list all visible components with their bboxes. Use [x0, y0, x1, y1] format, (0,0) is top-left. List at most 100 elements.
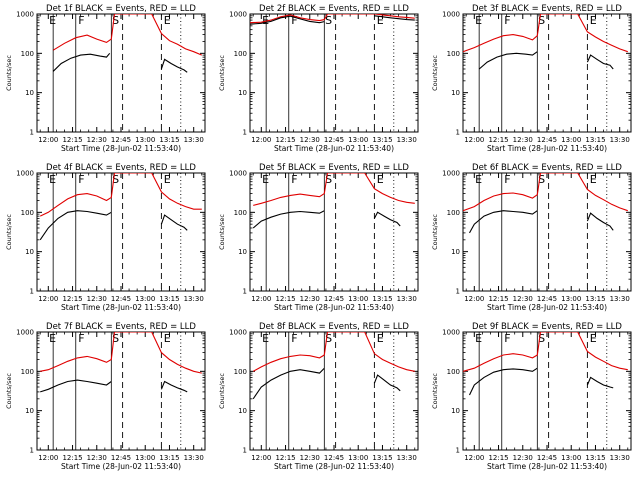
marker-label: F [504, 173, 510, 186]
x-tick-label: 12:00 [38, 454, 58, 462]
x-axis-label: Start Time (28-Jun-02 11:53:40) [274, 303, 394, 312]
x-axis-label: Start Time (28-Jun-02 11:53:40) [61, 462, 181, 471]
series-lld-line-1 [250, 14, 415, 24]
marker-label: E [49, 173, 56, 186]
marker-label: E [262, 332, 269, 345]
marker-label: E [164, 14, 171, 27]
series-events-line-2 [160, 58, 188, 73]
x-tick-label: 13:30 [184, 136, 204, 144]
y-axis-label: Counts/sec [5, 55, 13, 91]
y-axis-label: Counts/sec [5, 214, 13, 250]
x-tick-label: 12:00 [251, 295, 271, 303]
chart-title: Det 5f BLACK = Events, RED = LLD [259, 163, 409, 173]
chart-panel-7: Det 7f BLACK = Events, RED = LLD Counts/s… [5, 322, 206, 471]
x-tick-label: 12:30 [87, 136, 107, 144]
x-tick-label: 13:15 [372, 295, 392, 303]
chart-title: Det 3f BLACK = Events, RED = LLD [472, 4, 622, 14]
x-tick-label: 12:00 [464, 295, 484, 303]
series-events-line-2 [160, 380, 188, 393]
x-tick-label: 13:30 [184, 295, 204, 303]
x-tick-label: 13:00 [561, 454, 581, 462]
y-axis-label: Counts/sec [218, 373, 226, 409]
x-tick-label: 12:00 [251, 136, 271, 144]
y-tick-label: 1 [30, 288, 34, 296]
marker-label: S [325, 332, 332, 345]
plot-frame [249, 172, 419, 292]
marker-label: F [504, 14, 510, 27]
x-tick-label: 13:30 [397, 454, 417, 462]
marker-label: S [538, 173, 545, 186]
plot-frame [36, 172, 206, 292]
x-axis-label: Start Time (28-Jun-02 11:53:40) [61, 144, 181, 153]
series-events-line-1 [469, 367, 538, 396]
x-tick-label: 13:15 [585, 136, 605, 144]
x-axis-label: Start Time (28-Jun-02 11:53:40) [487, 462, 607, 471]
marker-label: F [78, 332, 84, 345]
x-tick-label: 12:45 [111, 454, 131, 462]
y-tick-label: 1000 [16, 170, 34, 178]
plot-frame [36, 13, 206, 133]
series-events-line-1 [469, 210, 538, 234]
series-events-line-2 [373, 374, 401, 392]
x-tick-label: 13:15 [372, 454, 392, 462]
x-tick-label: 12:45 [537, 454, 557, 462]
series-lld-line-1 [463, 332, 628, 372]
x-tick-label: 12:30 [87, 295, 107, 303]
x-axis-label: Start Time (28-Jun-02 11:53:40) [61, 303, 181, 312]
x-tick-label: 13:30 [397, 136, 417, 144]
y-axis-label: Counts/sec [431, 55, 439, 91]
x-tick-label: 13:30 [184, 454, 204, 462]
y-tick-label: 100 [21, 50, 34, 58]
marker-label: S [112, 14, 119, 27]
series-events-line-1 [252, 367, 325, 400]
y-tick-label: 1 [243, 288, 247, 296]
x-tick-label: 12:45 [324, 454, 344, 462]
x-tick-label: 12:30 [300, 136, 320, 144]
y-tick-label: 100 [447, 50, 460, 58]
y-tick-label: 10 [451, 407, 460, 415]
x-tick-label: 12:00 [464, 454, 484, 462]
y-tick-label: 100 [447, 368, 460, 376]
y-axis-label: Counts/sec [431, 214, 439, 250]
y-tick-label: 100 [234, 50, 247, 58]
x-tick-label: 13:30 [610, 136, 630, 144]
chart-panel-5: Det 5f BLACK = Events, RED = LLD Counts/s… [218, 163, 419, 312]
plot-frame [249, 331, 419, 451]
y-tick-label: 1 [456, 288, 460, 296]
x-tick-label: 12:15 [275, 454, 295, 462]
x-tick-label: 12:15 [62, 136, 82, 144]
series-lld-line-1 [40, 332, 202, 374]
y-tick-label: 100 [21, 368, 34, 376]
x-tick-label: 12:00 [251, 454, 271, 462]
x-tick-label: 12:00 [38, 136, 58, 144]
x-tick-label: 12:45 [111, 136, 131, 144]
plot-frame [462, 331, 632, 451]
chart-panel-6: Det 6f BLACK = Events, RED = LLD Counts/s… [431, 163, 632, 312]
marker-label: E [262, 14, 269, 27]
x-axis-label: Start Time (28-Jun-02 11:53:40) [487, 303, 607, 312]
marker-label: F [291, 14, 297, 27]
x-tick-label: 13:15 [159, 454, 179, 462]
chart-title: Det 7f BLACK = Events, RED = LLD [46, 322, 196, 332]
x-tick-label: 12:15 [488, 295, 508, 303]
y-tick-label: 1 [30, 447, 34, 455]
x-tick-label: 13:30 [610, 295, 630, 303]
y-tick-label: 1000 [229, 329, 247, 337]
marker-label: E [164, 332, 171, 345]
x-tick-label: 13:00 [135, 136, 155, 144]
marker-label: E [475, 332, 482, 345]
x-tick-label: 13:00 [348, 295, 368, 303]
series-events-line-1 [478, 51, 538, 70]
y-tick-label: 100 [447, 209, 460, 217]
marker-label: E [377, 14, 384, 27]
marker-label: S [325, 14, 332, 27]
plot-frame [462, 172, 632, 292]
marker-label: E [590, 173, 597, 186]
x-tick-label: 12:30 [513, 136, 533, 144]
chart-panel-2: Det 2f BLACK = Events, RED = LLD Counts/s… [218, 4, 419, 153]
x-tick-label: 12:15 [275, 136, 295, 144]
x-axis-label: Start Time (28-Jun-02 11:53:40) [487, 144, 607, 153]
marker-label: S [112, 173, 119, 186]
x-tick-label: 13:15 [585, 295, 605, 303]
